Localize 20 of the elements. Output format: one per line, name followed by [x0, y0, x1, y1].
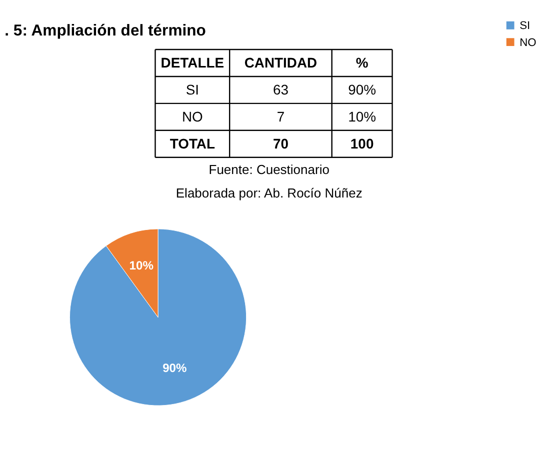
text: 70 [272, 136, 289, 152]
text: DETALLE [160, 54, 224, 71]
text: 63 [272, 82, 289, 98]
legend-label: SI [520, 20, 530, 32]
text: TOTAL [170, 136, 216, 152]
source-note: Fuente: Cuestionario [208, 162, 330, 178]
text: . 5: Ampliación del término [4, 22, 206, 40]
text: NO [182, 108, 204, 125]
text: 7 [276, 108, 285, 125]
data-label: 90% [162, 361, 188, 376]
text: 90% [348, 82, 376, 98]
text: SI [186, 82, 200, 98]
text: 10% [348, 108, 376, 125]
data-label: 10% [129, 258, 154, 273]
text: 100 [350, 136, 374, 152]
text: CANTIDAD [244, 54, 318, 71]
text: Elaborada por: Ab. Rocío Núñez [176, 185, 362, 200]
legend-label: NO [520, 36, 537, 49]
pie-slice [70, 228, 247, 406]
text: % [356, 54, 369, 71]
